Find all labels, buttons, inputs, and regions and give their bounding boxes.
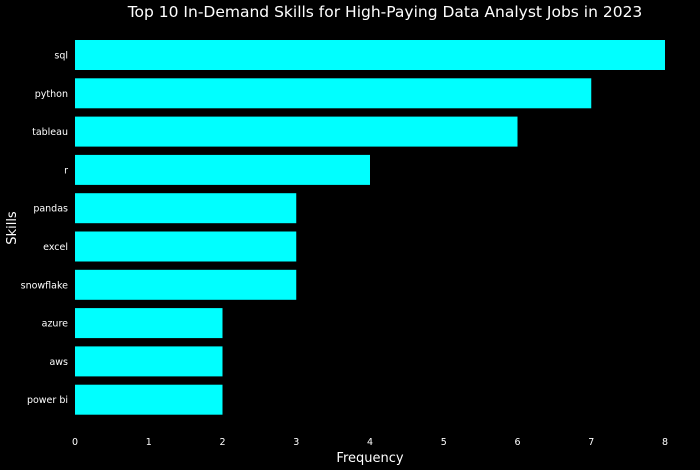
y-tick-label: r (64, 165, 68, 176)
y-axis-label: Skills (5, 211, 20, 245)
y-tick-label: pandas (33, 204, 68, 215)
y-tick-label: excel (43, 242, 68, 253)
y-tick-label: tableau (32, 127, 68, 138)
bar-python (75, 78, 592, 109)
bar-snowflake (75, 269, 297, 300)
y-tick-label: power bi (27, 395, 68, 406)
x-tick-label: 5 (441, 437, 447, 448)
bar-aws (75, 346, 223, 377)
bar-pandas (75, 193, 297, 224)
x-tick-label: 2 (219, 437, 225, 448)
x-tick-label: 8 (662, 437, 668, 448)
chart-title: Top 10 In-Demand Skills for High-Paying … (127, 3, 643, 21)
bar-tableau (75, 116, 518, 147)
y-tick-label: sql (54, 51, 68, 62)
y-tick-label: aws (49, 357, 68, 368)
y-tick-label: python (35, 89, 68, 100)
y-tick-labels: sql python tableau r pandas excel snowflake azu… (21, 51, 69, 407)
bar-azure (75, 308, 223, 339)
x-tick-label: 3 (293, 437, 299, 448)
bar-power-bi (75, 384, 223, 415)
x-tick-label: 6 (514, 437, 520, 448)
x-tick-label: 4 (367, 437, 373, 448)
bar-excel (75, 231, 297, 262)
x-tick-label: 1 (146, 437, 152, 448)
y-tick-label: snowflake (21, 280, 69, 291)
y-tick-label: azure (42, 319, 69, 330)
bars-group (75, 40, 665, 415)
bar-sql (75, 40, 665, 70)
bar-r (75, 154, 370, 185)
x-tick-labels: 0 1 2 3 4 5 6 7 8 (72, 437, 668, 448)
x-axis-label: Frequency (336, 451, 403, 466)
x-tick-label: 7 (588, 437, 594, 448)
x-tick-label: 0 (72, 437, 78, 448)
